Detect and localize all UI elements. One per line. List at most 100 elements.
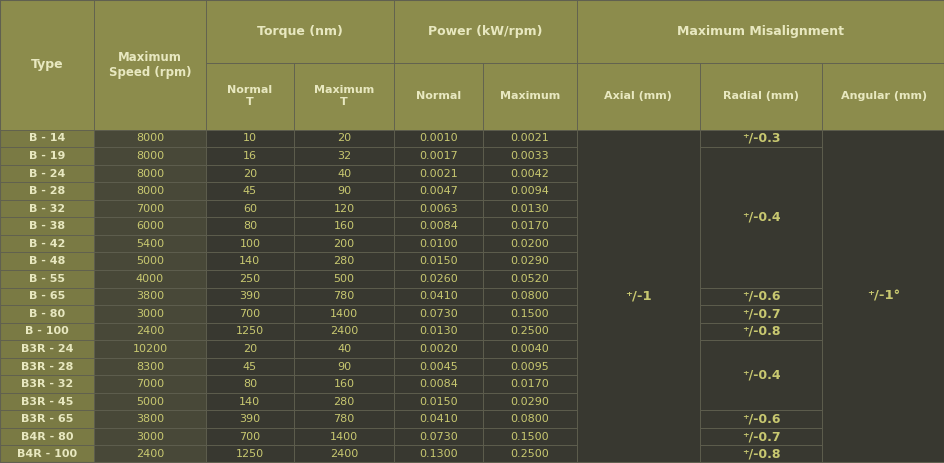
Bar	[821, 200, 944, 217]
Bar	[699, 130, 821, 147]
Text: B - 48: B - 48	[29, 256, 65, 266]
Text: 0.0040: 0.0040	[510, 344, 548, 354]
Bar	[94, 410, 206, 428]
Text: Angular (mm): Angular (mm)	[840, 91, 926, 101]
Text: 80: 80	[243, 221, 257, 231]
Text: B - 65: B - 65	[29, 291, 65, 301]
Bar	[482, 305, 577, 323]
Bar	[577, 130, 699, 463]
Bar	[699, 270, 821, 288]
Text: 0.0520: 0.0520	[510, 274, 548, 284]
Bar	[206, 445, 294, 463]
Bar	[482, 182, 577, 200]
Bar	[577, 410, 699, 428]
Bar	[577, 445, 699, 463]
Text: 160: 160	[333, 221, 354, 231]
Text: B3R - 28: B3R - 28	[21, 362, 74, 371]
Bar	[394, 340, 482, 358]
Bar	[294, 358, 394, 375]
Bar	[294, 182, 394, 200]
Text: 7000: 7000	[136, 379, 164, 389]
Bar	[94, 445, 206, 463]
Text: 0.0730: 0.0730	[418, 432, 457, 442]
Bar	[0, 410, 94, 428]
Text: 0.0200: 0.0200	[510, 239, 548, 249]
Bar	[206, 323, 294, 340]
Text: 280: 280	[333, 397, 354, 407]
Text: Maximum Misalignment: Maximum Misalignment	[677, 25, 844, 38]
Bar	[482, 410, 577, 428]
Bar	[0, 165, 94, 182]
Text: 0.0170: 0.0170	[510, 379, 548, 389]
Text: 780: 780	[333, 291, 354, 301]
Bar	[482, 358, 577, 375]
Text: 8300: 8300	[136, 362, 164, 371]
Text: B - 55: B - 55	[29, 274, 65, 284]
Bar	[206, 428, 294, 445]
Bar	[394, 235, 482, 252]
Bar	[699, 323, 821, 340]
Text: 0.0033: 0.0033	[510, 151, 548, 161]
Bar	[394, 428, 482, 445]
Text: 0.0095: 0.0095	[510, 362, 548, 371]
Bar	[294, 340, 394, 358]
Bar	[294, 252, 394, 270]
Bar	[294, 130, 394, 147]
Bar	[577, 200, 699, 217]
Bar	[577, 235, 699, 252]
Text: ⁺/-0.3: ⁺/-0.3	[741, 132, 780, 145]
Bar	[294, 217, 394, 235]
Bar	[94, 375, 206, 393]
Text: Maximum: Maximum	[499, 91, 560, 101]
Text: 0.0410: 0.0410	[418, 414, 457, 424]
Bar	[294, 63, 394, 130]
Bar	[94, 358, 206, 375]
Bar	[206, 182, 294, 200]
Bar	[206, 358, 294, 375]
Bar	[821, 410, 944, 428]
Bar	[0, 288, 94, 305]
Bar	[699, 235, 821, 252]
Text: ⁺/-0.6: ⁺/-0.6	[741, 413, 780, 425]
Text: B - 14: B - 14	[29, 133, 65, 144]
Text: 80: 80	[243, 379, 257, 389]
Text: 0.0020: 0.0020	[418, 344, 457, 354]
Bar	[821, 130, 944, 463]
Bar	[94, 200, 206, 217]
Text: 0.0084: 0.0084	[418, 221, 458, 231]
Text: 700: 700	[239, 309, 261, 319]
Bar	[394, 200, 482, 217]
Text: 0.0045: 0.0045	[418, 362, 457, 371]
Bar	[206, 410, 294, 428]
Bar	[699, 445, 821, 463]
Bar	[206, 63, 294, 130]
Text: 0.2500: 0.2500	[510, 326, 548, 337]
Text: 60: 60	[243, 204, 257, 213]
Bar	[699, 217, 821, 235]
Bar	[94, 428, 206, 445]
Bar	[394, 217, 482, 235]
Text: 0.0150: 0.0150	[419, 256, 457, 266]
Bar	[699, 410, 821, 428]
Bar	[577, 428, 699, 445]
Text: 10: 10	[243, 133, 257, 144]
Text: B - 32: B - 32	[29, 204, 65, 213]
Bar	[699, 340, 821, 358]
Bar	[482, 63, 577, 130]
Text: 3800: 3800	[136, 414, 164, 424]
Bar	[94, 252, 206, 270]
Text: B3R - 32: B3R - 32	[21, 379, 74, 389]
Text: ⁺/-0.6: ⁺/-0.6	[741, 290, 780, 303]
Text: 1400: 1400	[329, 432, 358, 442]
Bar	[482, 217, 577, 235]
Bar	[394, 165, 482, 182]
Text: 0.0130: 0.0130	[419, 326, 457, 337]
Bar	[0, 340, 94, 358]
Bar	[482, 428, 577, 445]
Bar	[821, 340, 944, 358]
Text: 8000: 8000	[136, 186, 164, 196]
Text: Maximum
T: Maximum T	[313, 85, 374, 107]
Text: 5400: 5400	[136, 239, 164, 249]
Bar	[577, 63, 699, 130]
Bar	[0, 147, 94, 165]
